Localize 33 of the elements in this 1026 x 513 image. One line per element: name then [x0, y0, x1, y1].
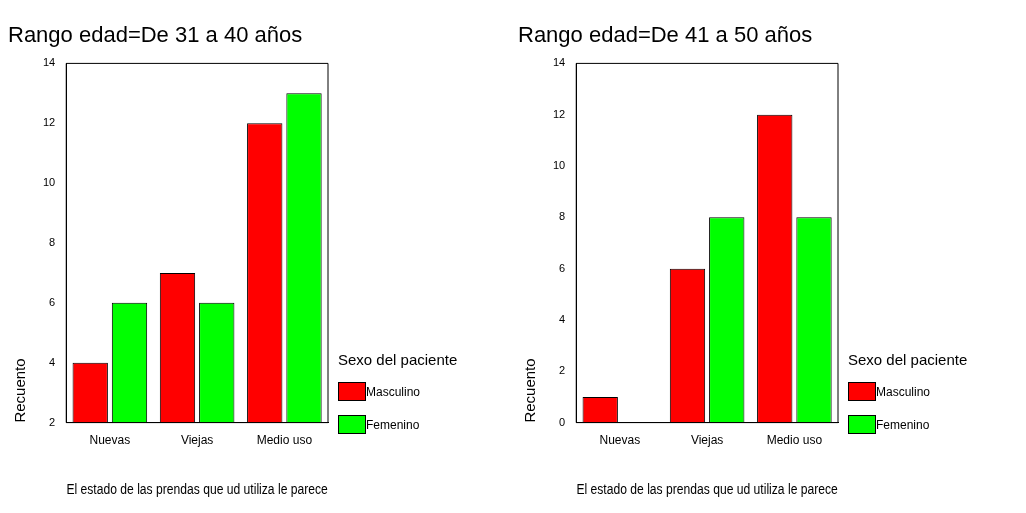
y-tick-label: 8	[559, 210, 566, 223]
y-tick-label: 6	[49, 295, 56, 308]
y-tick-label: 10	[42, 176, 56, 189]
y-tick-label: 8	[49, 236, 56, 249]
y-tick-label: 12	[42, 116, 56, 129]
x-tick-label: Nuevas	[599, 433, 641, 448]
legend-label: Masculino	[366, 384, 421, 399]
x-tick-label: Nuevas	[89, 433, 131, 448]
x-tick-label: Medio uso	[256, 433, 313, 448]
y-tick-label: 14	[42, 56, 56, 69]
x-tick-label: Medio uso	[766, 433, 823, 448]
legend-label: Femenino	[876, 417, 930, 432]
chart-title: Rango edad=De 41 a 50 años	[518, 22, 813, 48]
x-axis-title: El estado de las prendas que ud utiliza le parece	[576, 480, 838, 498]
y-tick-label: 2	[559, 364, 566, 377]
x-tick-label: Viejas	[180, 433, 214, 448]
legend-label: Femenino	[366, 417, 420, 432]
y-axis-title: Recuento	[521, 358, 539, 423]
y-tick-label: 4	[49, 355, 56, 368]
y-tick-label: 4	[559, 313, 566, 325]
legend-title: Sexo del paciente	[338, 351, 458, 368]
x-tick-label: Viejas	[690, 433, 724, 448]
y-tick-label: 2	[49, 415, 56, 428]
chart-title: Rango edad=De 31 a 40 años	[8, 22, 303, 48]
legend-label: Masculino	[876, 384, 931, 399]
y-tick-label: 0	[559, 415, 566, 428]
legend-title: Sexo del paciente	[848, 351, 968, 368]
y-tick-label: 12	[552, 107, 566, 120]
y-axis-title: Recuento	[11, 358, 29, 423]
y-tick-label: 10	[552, 159, 566, 172]
y-tick-label: 6	[559, 261, 566, 274]
y-tick-label: 14	[552, 56, 566, 69]
x-axis-title: El estado de las prendas que ud utiliza le parece	[66, 480, 328, 498]
